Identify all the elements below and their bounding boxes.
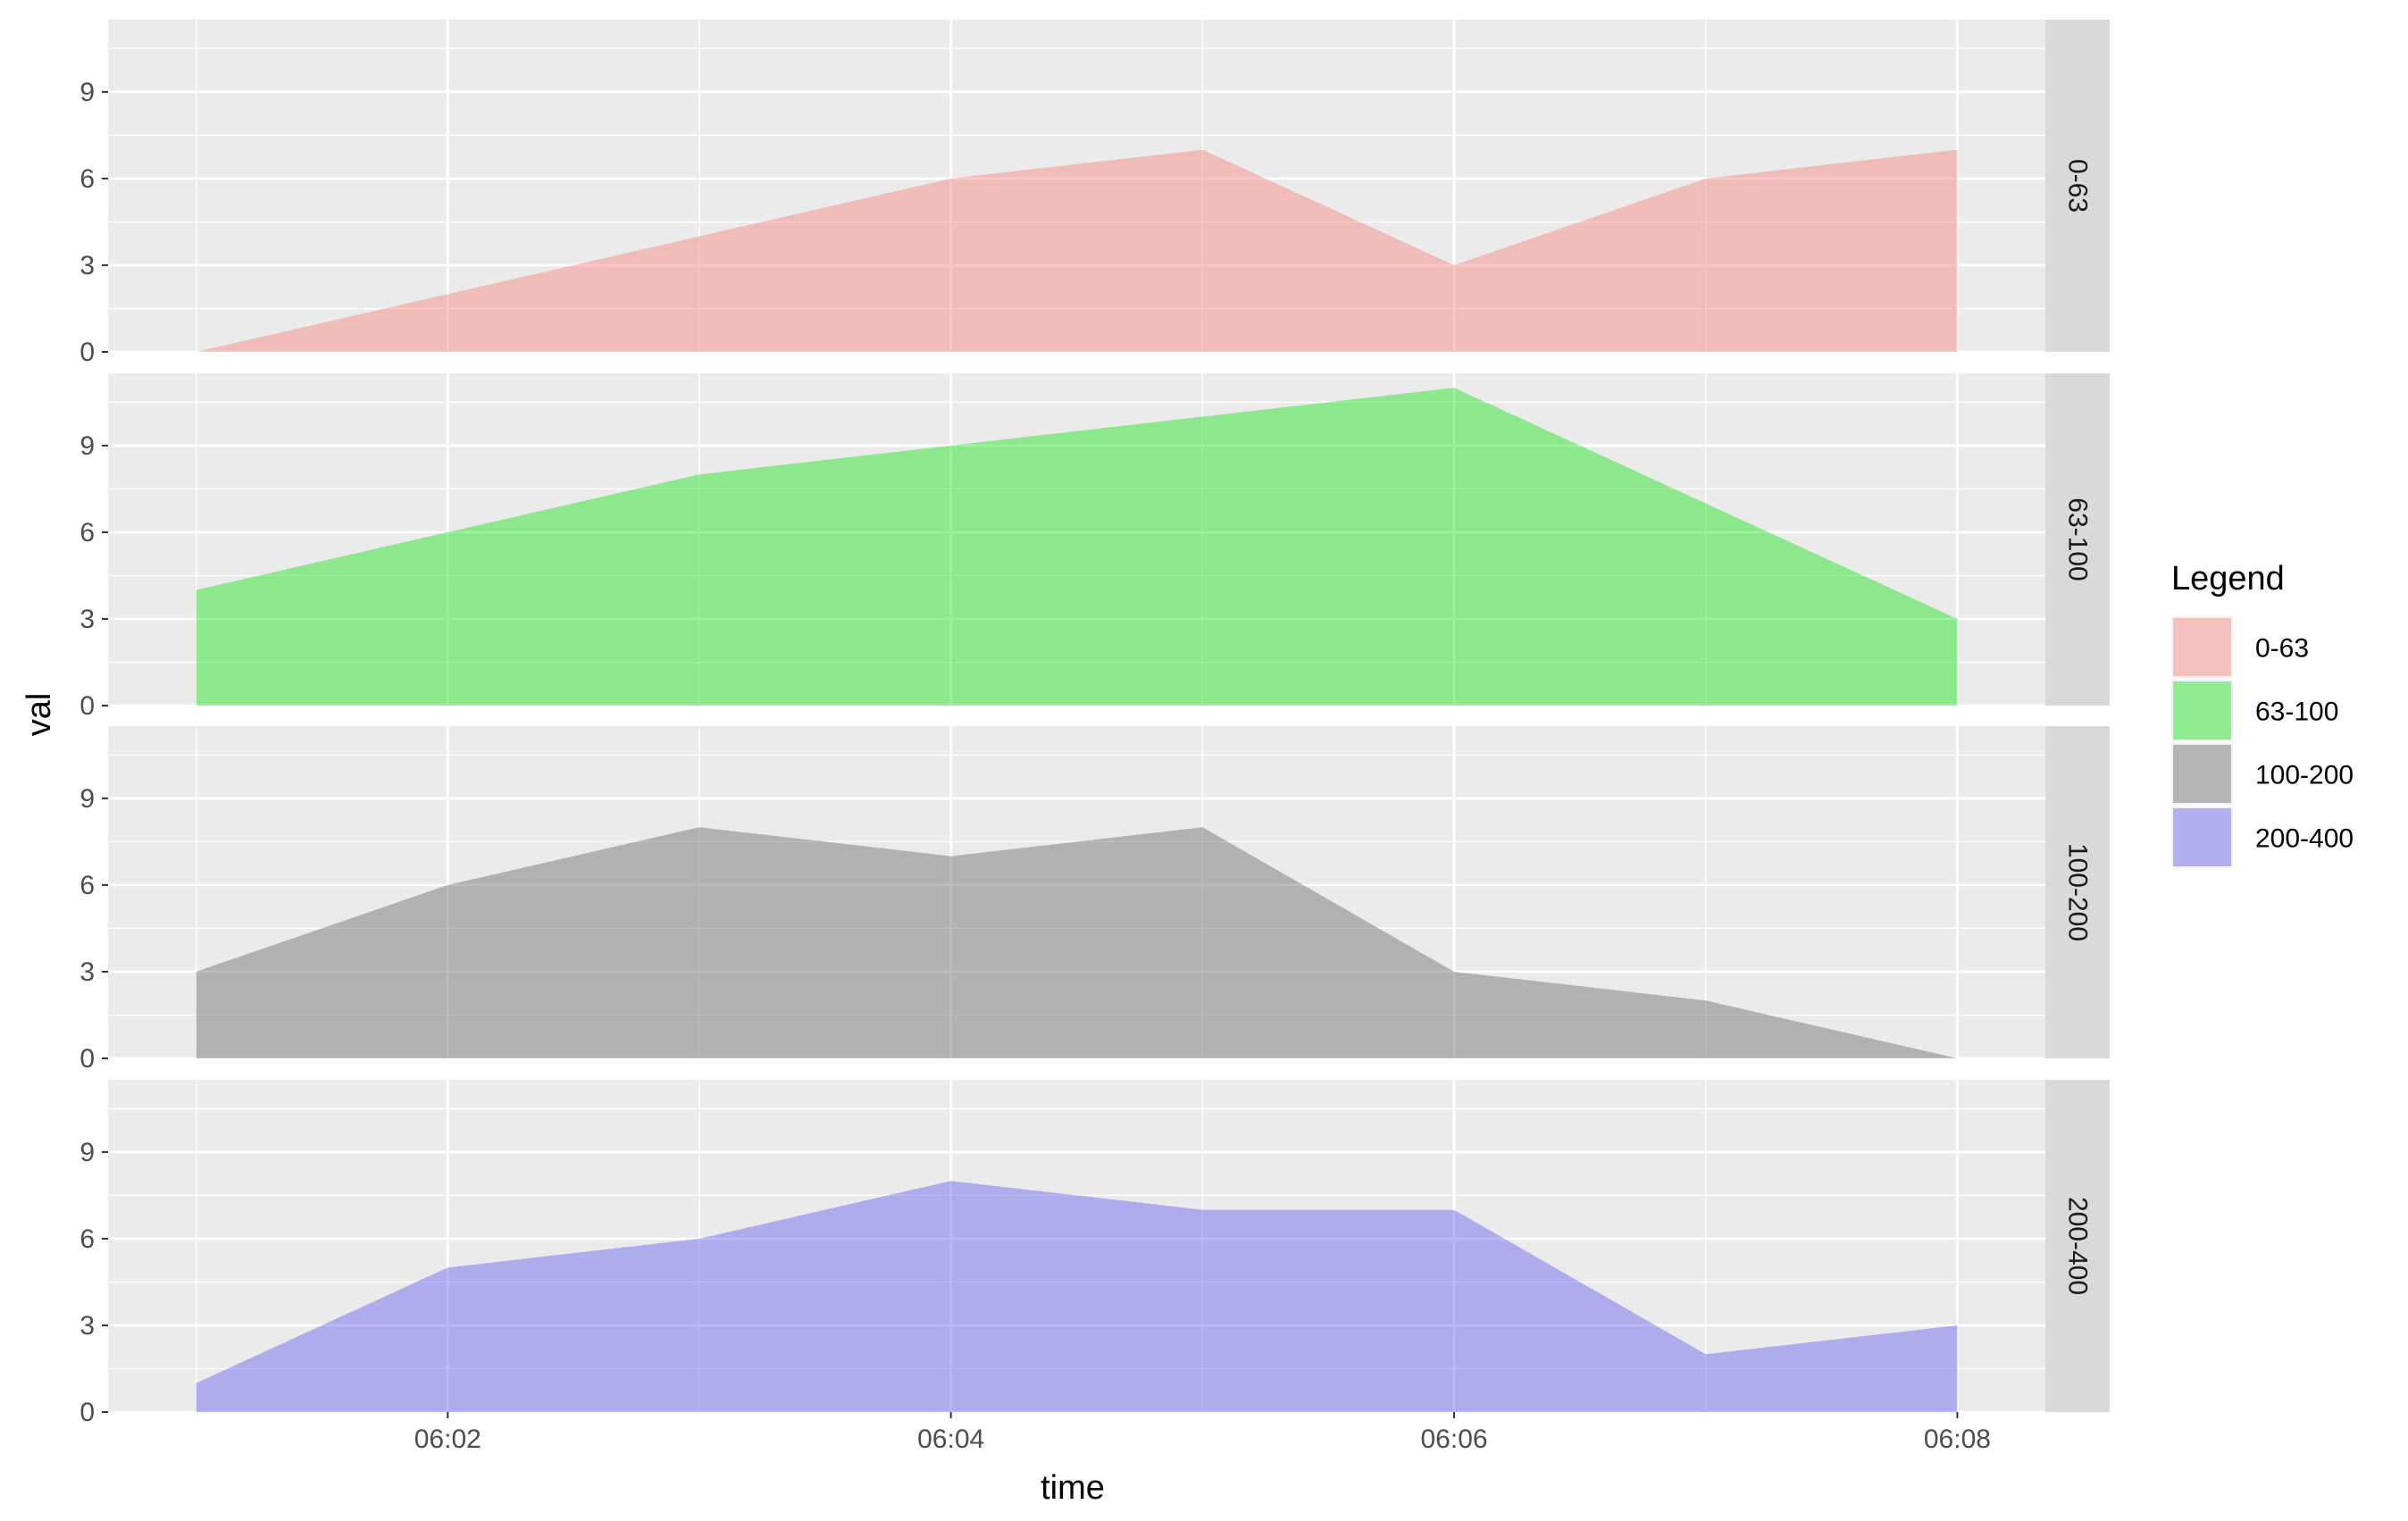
legend-title: Legend: [2171, 560, 2285, 598]
legend-label: 0-63: [2255, 634, 2309, 664]
panel-background: [108, 373, 2045, 706]
panel-background: [108, 1080, 2045, 1412]
area-200-400: [196, 1181, 1958, 1412]
x-axis-title: time: [1041, 1469, 1105, 1507]
y-tick-label: 3: [79, 605, 95, 634]
y-tick-label: 6: [79, 871, 95, 900]
y-tick-label: 0: [79, 1044, 95, 1074]
x-tick-label: 06:04: [917, 1425, 984, 1454]
y-tick-label: 6: [79, 1224, 95, 1254]
legend-item-63-100: 63-100: [2171, 680, 2338, 741]
legend-label: 200-400: [2255, 824, 2354, 854]
facet-panels: 0 3 6 9 0-63 0 3 6 9 63-100 0 3 6 9 100-200 0 3 6 9 200-400: [79, 20, 2110, 1427]
y-tick-label: 3: [79, 957, 95, 987]
panel-background: [108, 20, 2045, 352]
x-tick-label: 06:02: [414, 1425, 481, 1454]
y-tick-label: 6: [79, 518, 95, 547]
legend-key-background: [2171, 743, 2233, 805]
area-63-100: [196, 388, 1958, 706]
legend-item-0-63: 0-63: [2171, 616, 2309, 678]
legend-key-swatch: [2173, 618, 2231, 676]
x-tick-label: 06:06: [1420, 1425, 1487, 1454]
facet-strip: [2045, 1080, 2110, 1412]
y-tick-label: 9: [79, 78, 95, 107]
facet-strip: [2045, 20, 2110, 352]
y-tick-label: 0: [79, 691, 95, 721]
y-tick-label: 3: [79, 251, 95, 280]
facet-panel-100-200: 0 3 6 9 100-200: [79, 726, 2110, 1074]
y-axis-title: val: [21, 693, 58, 737]
y-tick-label: 3: [79, 1311, 95, 1341]
y-tick-label: 6: [79, 164, 95, 194]
y-tick-label: 9: [79, 784, 95, 814]
legend-key-background: [2171, 806, 2233, 868]
legend-item-200-400: 200-400: [2171, 806, 2354, 868]
legend-key-swatch: [2173, 808, 2231, 866]
facet-strip-label: 63-100: [2063, 497, 2093, 581]
legend-key-background: [2171, 680, 2233, 741]
facet-strip: [2045, 373, 2110, 706]
y-tick-label: 0: [79, 1398, 95, 1427]
y-tick-label: 9: [79, 431, 95, 461]
legend-item-100-200: 100-200: [2171, 743, 2354, 805]
legend-label: 63-100: [2255, 698, 2338, 727]
x-tick-label: 06:08: [1924, 1425, 1991, 1454]
facet-strip: [2045, 726, 2110, 1058]
facet-panel-63-100: 0 3 6 9 63-100: [79, 373, 2110, 721]
y-tick-label: 9: [79, 1138, 95, 1167]
y-tick-label: 0: [79, 338, 95, 367]
facet-panel-200-400: 0 3 6 9 200-400: [79, 1080, 2110, 1427]
area-0-63: [196, 149, 1958, 352]
legend-key-swatch: [2173, 681, 2231, 740]
panel-background: [108, 726, 2045, 1058]
legend-label: 100-200: [2255, 761, 2354, 790]
x-axis: 06:02 06:04 06:06 06:08: [414, 1412, 1991, 1454]
facet-strip-label: 100-200: [2063, 843, 2093, 941]
facet-strip-label: 0-63: [2063, 159, 2093, 213]
legend-key-swatch: [2173, 745, 2231, 803]
facet-strip-label: 200-400: [2063, 1197, 2093, 1295]
legend: Legend 0-63 63-100 100-200 200-400: [2171, 560, 2354, 868]
legend-key-background: [2171, 616, 2233, 678]
facet-panel-0-63: 0 3 6 9 0-63: [79, 20, 2110, 367]
area-100-200: [196, 827, 1958, 1058]
